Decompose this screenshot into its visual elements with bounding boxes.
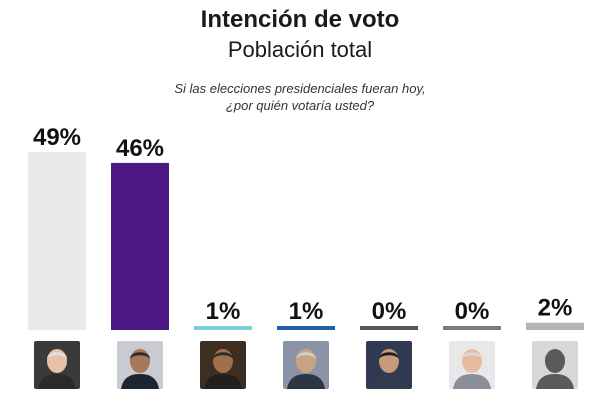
candidate-photo-icon — [366, 341, 412, 389]
candidate-photo-icon — [283, 341, 329, 389]
silhouette-icon — [532, 341, 578, 389]
bar-3 — [194, 326, 252, 330]
bar-6 — [443, 326, 501, 330]
question-line-2: ¿por quién votaría usted? — [225, 98, 375, 113]
value-label-3: 1% — [206, 298, 241, 325]
value-label-2: 46% — [116, 135, 164, 162]
value-label-6: 0% — [455, 298, 490, 325]
value-label-4: 1% — [289, 298, 324, 325]
candidate-photo-icon — [449, 341, 495, 389]
survey-question: Si las elecciones presidenciales fueran … — [0, 80, 600, 114]
candidate-photo-icon — [200, 341, 246, 389]
candidate-photo-icon — [117, 341, 163, 389]
value-label-1: 49% — [33, 124, 81, 151]
value-label-5: 0% — [372, 298, 407, 325]
candidate-photo-icon — [34, 341, 80, 389]
bar-2 — [111, 162, 169, 330]
chart-subtitle: Población total — [227, 37, 373, 62]
bar-5 — [360, 326, 418, 330]
bar-1 — [28, 152, 86, 330]
bar-4 — [277, 326, 335, 330]
chart-title: Intención de voto — [200, 6, 400, 33]
question-line-1: Si las elecciones presidenciales fueran … — [174, 81, 426, 96]
bar-7 — [526, 322, 584, 330]
value-label-7: 2% — [538, 295, 573, 322]
